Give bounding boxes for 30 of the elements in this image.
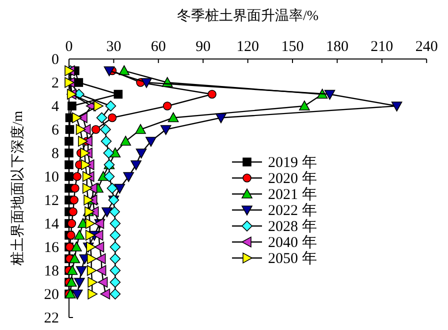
legend-label: 2050 年 (268, 250, 317, 267)
legend-label: 2021 年 (268, 186, 317, 203)
legend-label: 2028 年 (268, 218, 317, 235)
x-tick-label: 240 (415, 39, 438, 55)
y-tick-label: 12 (44, 193, 59, 209)
legend-label: 2040 年 (268, 234, 317, 251)
y-tick-label: 8 (52, 146, 59, 162)
x-tick-label: 60 (150, 39, 166, 55)
x-axis-title: 冬季桩土界面升温率/% (177, 8, 319, 24)
x-tick-label: 0 (65, 39, 73, 55)
x-tick-label: 150 (281, 39, 304, 55)
x-tick-label: 180 (326, 39, 348, 55)
y-tick-label: 14 (44, 216, 60, 232)
y-tick-label: 4 (52, 99, 60, 115)
y-tick-label: 18 (44, 264, 59, 280)
y-tick-label: 2 (52, 76, 59, 92)
y-tick-label: 22 (44, 310, 59, 326)
y-tick-label: 20 (44, 287, 59, 303)
y-tick-label: 6 (52, 122, 60, 138)
y-axis-title: 桩土界面地面以下深度/m (10, 110, 26, 267)
y-tick-label: 0 (52, 52, 59, 68)
x-tick-label: 30 (106, 39, 122, 55)
x-tick-label: 120 (236, 39, 260, 55)
legend-label: 2020 年 (268, 170, 317, 187)
x-tick-label: 90 (196, 39, 211, 55)
legend-label: 2022 年 (268, 202, 317, 219)
legend-label: 2019 年 (268, 154, 317, 171)
x-tick-label: 210 (370, 39, 394, 55)
y-tick-label: 16 (44, 240, 60, 256)
y-tick-label: 10 (44, 170, 59, 186)
